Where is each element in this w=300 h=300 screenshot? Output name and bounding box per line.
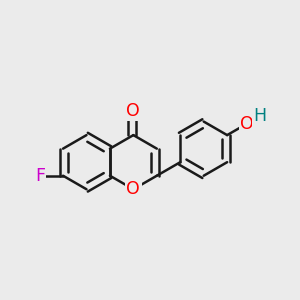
Text: O: O bbox=[127, 180, 140, 198]
Text: O: O bbox=[240, 115, 254, 133]
Text: O: O bbox=[127, 102, 140, 120]
Text: F: F bbox=[35, 167, 45, 185]
Text: H: H bbox=[254, 107, 266, 125]
